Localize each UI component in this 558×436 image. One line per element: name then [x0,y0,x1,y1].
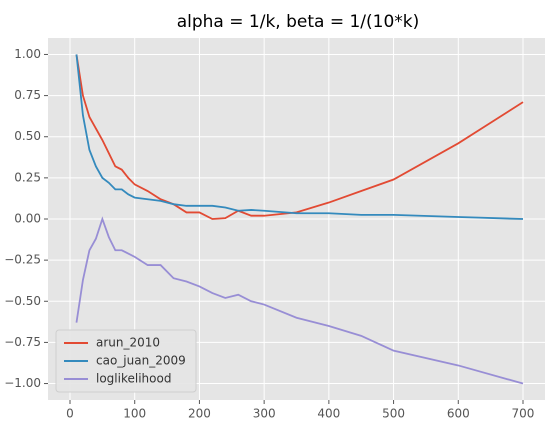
x-tick-label: 300 [253,407,276,421]
y-tick-label: 0.00 [14,212,41,226]
x-tick-label: 0 [66,407,74,421]
legend-label: cao_juan_2009 [96,354,186,368]
x-tick-label: 700 [512,407,535,421]
legend-box [55,329,197,393]
legend-label: loglikelihood [96,372,171,386]
y-tick-label: −0.50 [4,294,41,308]
y-tick-label: 1.00 [14,47,41,61]
series-line [75,54,524,220]
y-tick-label: −1.00 [4,376,41,390]
x-tick-label: 600 [447,407,470,421]
legend-label: arun_2010 [96,336,160,350]
y-tick-label: 0.25 [14,170,41,184]
y-tick-label: −0.25 [4,253,41,267]
x-tick-label: 400 [317,407,340,421]
chart-title: alpha = 1/k, beta = 1/(10*k) [177,12,420,32]
y-tick-label: −0.75 [4,335,41,349]
series-line [75,216,524,385]
y-tick-label: 0.50 [14,129,41,143]
x-tick-label: 100 [123,407,146,421]
x-tick-label: 500 [382,407,405,421]
series-line [75,54,524,220]
y-tick-label: 0.75 [14,88,41,102]
x-tick-label: 200 [188,407,211,421]
legend: arun_2010 cao_juan_2009 loglikelihood [55,329,197,393]
